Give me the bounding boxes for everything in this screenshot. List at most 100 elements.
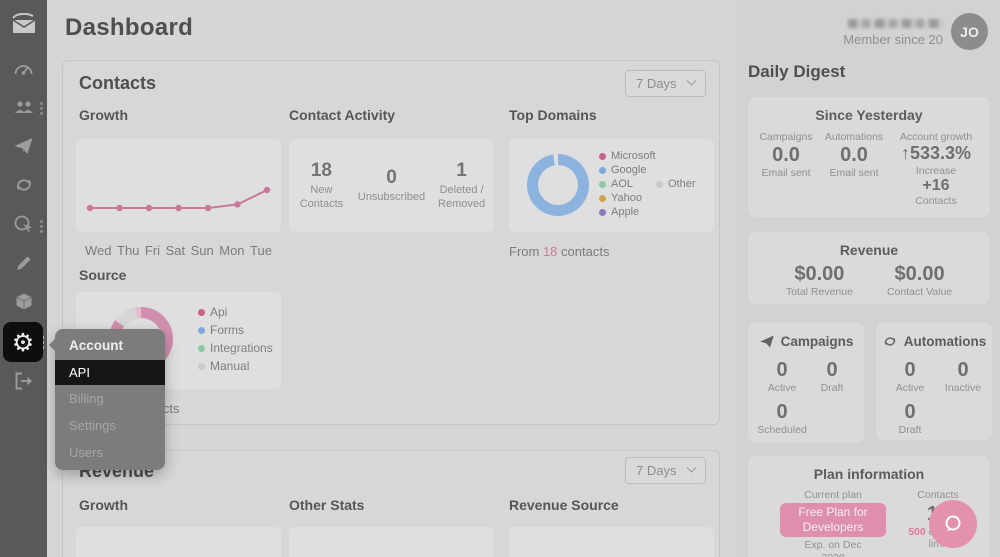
other-stats-label: Other Stats xyxy=(289,497,365,513)
top-domains-card: Microsoft Google AOL Yahoo Apple Other xyxy=(509,139,714,232)
menu-item-settings[interactable]: Settings xyxy=(69,418,116,433)
settings-gear-icon: ⚙ xyxy=(11,327,35,357)
legend-label: Apple xyxy=(611,206,640,218)
legend-dot xyxy=(198,308,205,316)
daily-digest-panel: Member since 20 JO Daily Digest Since Ye… xyxy=(735,0,1000,557)
revenue-period-select[interactable]: 7 Days xyxy=(625,457,706,484)
stat-sublabel: Increase xyxy=(915,164,957,177)
legend-dot xyxy=(656,180,663,188)
total-revenue-stat: $0.00 Total Revenue xyxy=(786,262,853,298)
chevron-down-icon xyxy=(686,75,697,86)
revenue-digest-card: Revenue $0.00 Total Revenue $0.00 Contac… xyxy=(748,232,990,304)
top-domains-footer: From 18 contacts xyxy=(509,244,609,259)
sidebar-item-deals[interactable] xyxy=(0,283,47,321)
campaigns-draft-stat: 0 Draft xyxy=(810,358,854,394)
legend-label: Manual xyxy=(210,359,250,373)
stat-label: Account growth xyxy=(899,131,973,143)
brand-envelope-logo-icon[interactable] xyxy=(0,6,47,44)
footer-text: From xyxy=(509,244,543,259)
contacts-kebab-menu-icon[interactable] xyxy=(40,102,43,105)
pointer-target-icon xyxy=(14,215,32,233)
contacts-section-title: Contacts xyxy=(79,73,157,93)
legend-dot xyxy=(599,194,606,202)
stat-deleted-removed: 1 Deleted / Removed xyxy=(429,160,494,212)
stat-new-contacts: 18 New Contacts xyxy=(289,160,354,212)
stat-label: Inactive xyxy=(944,382,982,394)
revenue-source-label: Revenue Source xyxy=(509,497,619,513)
stat-sublabel: Email sent xyxy=(761,167,811,179)
automations-inactive-stat: 0 Inactive xyxy=(938,358,988,394)
legend-dot xyxy=(198,362,205,370)
daily-digest-title: Daily Digest xyxy=(748,62,846,81)
stat-value: 1 xyxy=(456,159,467,181)
stat-value: 0.0 xyxy=(840,144,868,166)
legend-dot xyxy=(599,180,606,188)
contact-activity-card: 18 New Contacts 0 Unsubscribed 1 Deleted… xyxy=(289,139,494,232)
stat-value: $0.00 xyxy=(894,263,945,285)
legend-label: AOL xyxy=(611,178,634,190)
legend-dot xyxy=(599,166,606,174)
legend-item: Apple xyxy=(599,206,639,218)
user-name-redacted xyxy=(848,19,943,28)
automations-draft-stat: 0 Draft xyxy=(888,400,932,436)
growth-label: Growth xyxy=(79,107,128,123)
sidebar-item-campaigns[interactable] xyxy=(0,127,47,165)
stat-label: Unsubscribed xyxy=(357,190,426,203)
site-tracking-kebab-menu-icon[interactable] xyxy=(40,220,43,223)
stat-label: Deleted / Removed xyxy=(438,183,486,210)
chat-widget-button[interactable] xyxy=(929,500,977,548)
sidebar-item-contacts[interactable] xyxy=(0,88,47,126)
stat-label: Contact Value xyxy=(886,286,953,298)
revenue-growth-label: Growth xyxy=(79,497,128,513)
legend-label: Google xyxy=(611,164,647,176)
loop-icon xyxy=(16,179,31,191)
paper-plane-icon xyxy=(759,335,774,348)
campaigns-active-stat: 0 Active xyxy=(760,358,804,394)
stat-value: 0 xyxy=(904,401,916,423)
current-plan-badge: Free Plan for Developers xyxy=(780,503,886,537)
menu-item-users[interactable]: Users xyxy=(69,445,103,460)
sidebar-item-sign-out[interactable] xyxy=(0,362,47,400)
sy-automations-stat: Automations 0.0 Email sent xyxy=(818,131,890,179)
contact-value-stat: $0.00 Contact Value xyxy=(887,262,952,298)
stat-value: 18 xyxy=(310,159,332,181)
sidebar-item-settings-active[interactable]: ⚙ xyxy=(3,322,43,362)
stat-label: New Contacts xyxy=(299,183,344,210)
revenue-other-stats-card xyxy=(289,527,494,557)
growth-line-chart-svg xyxy=(86,186,271,212)
settings-flyout-menu: Account API Billing Settings Users xyxy=(49,329,165,470)
sidebar-item-automations[interactable] xyxy=(0,166,47,204)
plan-expiry-line1: Exp. on Dec xyxy=(804,539,862,551)
stat-value: 0 xyxy=(776,401,788,423)
plan-expiry-line2: 2020 xyxy=(768,552,898,557)
user-avatar[interactable]: JO xyxy=(951,13,988,50)
stat-sublabel: Contacts xyxy=(915,194,957,207)
menu-item-billing[interactable]: Billing xyxy=(69,391,104,406)
sidebar-item-site-tracking[interactable] xyxy=(0,206,47,244)
user-area: Member since 20 JO xyxy=(748,13,988,53)
contacts-period-select[interactable]: 7 Days xyxy=(625,70,706,97)
legend-item: Microsoft xyxy=(599,150,656,162)
campaigns-card: Campaigns 0 Active 0 Draft 0 Scheduled xyxy=(748,322,864,443)
legend-item: Api xyxy=(198,305,227,319)
stat-value: ↑533.3% xyxy=(900,143,972,163)
sidebar-item-dashboard[interactable] xyxy=(0,50,47,88)
revenue-period-value: 7 Days xyxy=(636,463,677,478)
revenue-growth-card xyxy=(76,527,281,557)
card-title: Campaigns xyxy=(780,334,854,349)
menu-item-api[interactable]: API xyxy=(55,360,165,385)
chevron-down-icon xyxy=(686,462,697,473)
revenue-source-card xyxy=(509,527,714,557)
campaigns-scheduled-stat: 0 Scheduled xyxy=(752,400,812,436)
x-tick: Sun xyxy=(190,243,214,258)
contacts-period-value: 7 Days xyxy=(636,76,677,91)
legend-dot xyxy=(198,326,205,334)
stat-value: 0 xyxy=(776,359,788,381)
plan-contacts-label: Contacts xyxy=(917,489,959,501)
contacts-panel: Contacts 7 Days Growth Contact Activity … xyxy=(62,60,720,425)
legend-label: Forms xyxy=(210,323,244,337)
card-title: Since Yesterday xyxy=(815,107,923,123)
sidebar-item-forms[interactable] xyxy=(0,244,47,282)
footer-count: 18 xyxy=(542,244,558,259)
legend-label: Microsoft xyxy=(611,150,656,162)
